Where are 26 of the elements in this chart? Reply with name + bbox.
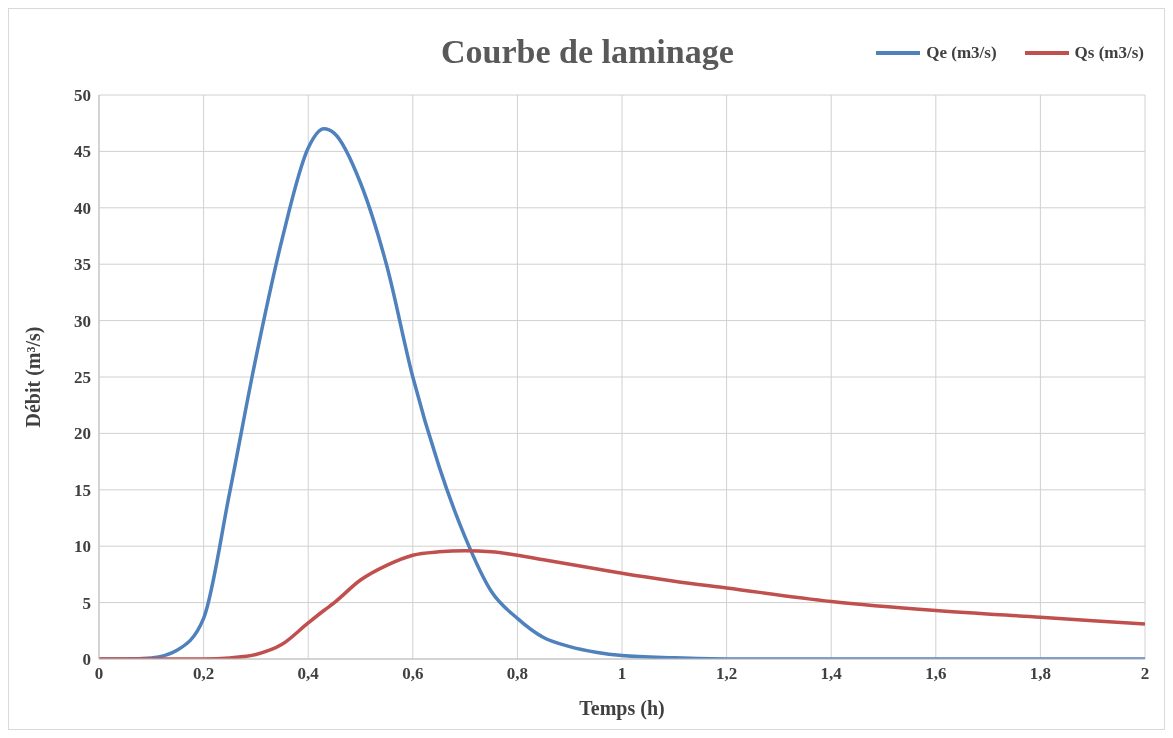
y-tick-label: 30 [74, 311, 91, 331]
x-tick-label: 1,2 [715, 664, 738, 684]
y-tick-label: 15 [74, 480, 91, 500]
y-tick-label: 45 [74, 142, 91, 162]
x-tick-label: 2 [1140, 664, 1150, 684]
chart-title: Courbe de laminage [441, 33, 734, 71]
y-tick-label: 0 [82, 650, 91, 670]
x-tick-label: 1,4 [820, 664, 843, 684]
y-tick-label: 50 [74, 86, 91, 106]
x-tick-label: 0,4 [297, 664, 320, 684]
x-tick-label: 0,8 [506, 664, 529, 684]
y-axis-title: Débit (m³/s) [22, 326, 46, 428]
y-tick-label: 5 [82, 593, 91, 613]
y-tick-label: 25 [74, 368, 91, 388]
y-tick-label: 20 [74, 424, 91, 444]
y-tick-label: 10 [74, 537, 91, 557]
y-tick-label: 40 [74, 198, 91, 218]
x-tick-label: 1 [617, 664, 627, 684]
x-tick-label: 1,8 [1029, 664, 1052, 684]
x-tick-label: 0,6 [402, 664, 424, 684]
x-axis-title: Temps (h) [579, 697, 665, 720]
legend-label: Qs (m3/s) [1074, 43, 1144, 63]
legend-label: Qe (m3/s) [926, 43, 997, 63]
x-tick-label: 0,2 [192, 664, 215, 684]
x-tick-label: 1,6 [925, 664, 947, 684]
y-tick-label: 35 [74, 255, 91, 275]
